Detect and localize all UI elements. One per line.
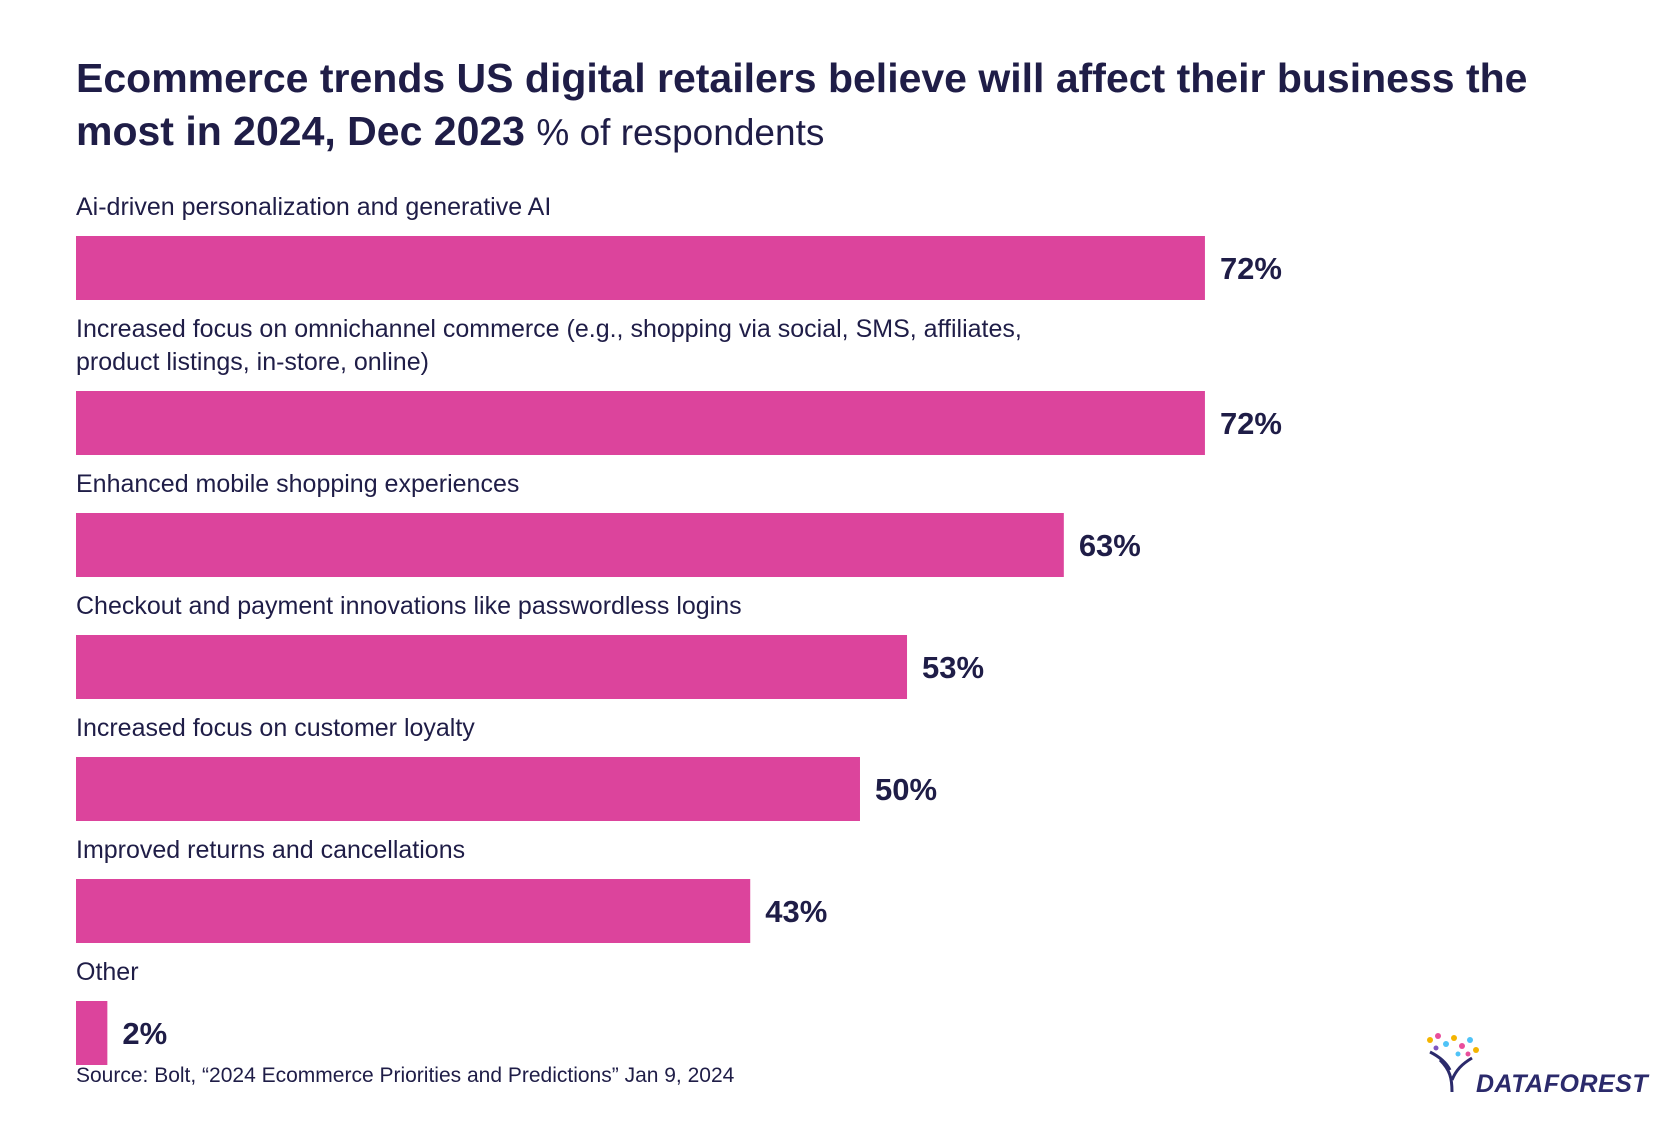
value-label: 2%: [122, 1016, 167, 1051]
category-label: product listings, in-store, online): [76, 348, 429, 376]
value-label: 72%: [1220, 251, 1282, 286]
bar: [76, 635, 908, 699]
title-text: Ecommerce trends US digital retailers be…: [76, 55, 1528, 154]
chart-title: Ecommerce trends US digital retailers be…: [76, 52, 1616, 159]
bar: [76, 236, 1205, 300]
value-label: 43%: [765, 894, 827, 929]
brand-wordmark: DATAFOREST: [1476, 1070, 1649, 1098]
chart-subtitle: % of respondents: [536, 112, 825, 153]
bar: [76, 391, 1205, 455]
value-label: 72%: [1220, 406, 1282, 441]
category-label: Other: [76, 958, 139, 986]
bar: [76, 513, 1064, 577]
bar: [76, 1001, 108, 1065]
bar: [76, 879, 751, 943]
tree-logo-icon: [1427, 1033, 1479, 1093]
dataforest-logo: DATAFOREST: [1424, 1030, 1648, 1100]
value-label: 63%: [1079, 528, 1141, 563]
bar: [76, 757, 860, 821]
category-label: Increased focus on customer loyalty: [76, 714, 475, 742]
category-label: Enhanced mobile shopping experiences: [76, 470, 519, 498]
source-note: Source: Bolt, “2024 Ecommerce Priorities…: [76, 1064, 735, 1087]
category-label: Checkout and payment innovations like pa…: [76, 592, 742, 620]
category-label: Increased focus on omnichannel commerce …: [76, 315, 1022, 343]
category-label: Improved returns and cancellations: [76, 836, 465, 864]
category-label: Ai-driven personalization and generative…: [76, 193, 551, 221]
value-label: 53%: [922, 650, 984, 685]
value-label: 50%: [875, 772, 937, 807]
